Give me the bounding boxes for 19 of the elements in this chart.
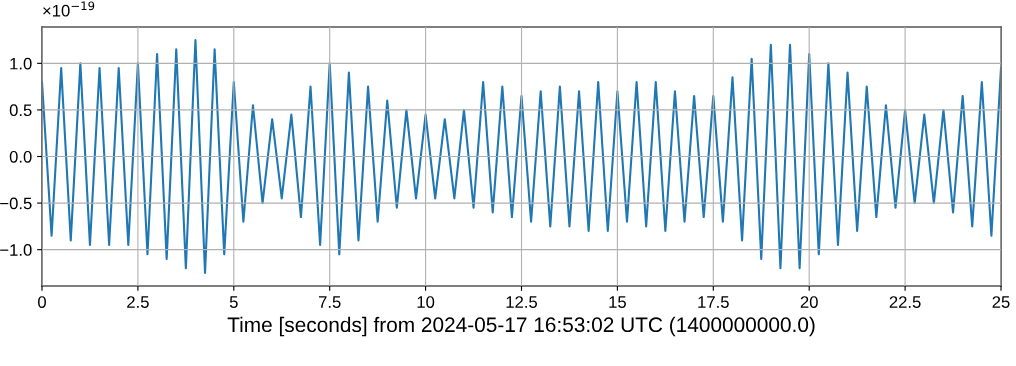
y-tick-label: 1.0 bbox=[10, 57, 32, 70]
y-tick-label: 0.5 bbox=[9, 104, 32, 117]
x-tick-label: 15 bbox=[609, 296, 626, 308]
y-tick-label: 0.0 bbox=[9, 150, 32, 163]
x-tick-label: 2.5 bbox=[127, 296, 149, 308]
text: ×10$^{−19}$ bbox=[43, 1, 95, 17]
x-tick-label: 5 bbox=[229, 296, 238, 308]
y-tick-label: −0.5 bbox=[0, 197, 32, 210]
x-tick-label: 10 bbox=[417, 296, 435, 308]
x-axis-title: Time [seconds] from 2024-05-17 16:53:02 UTC (1400000000.0) bbox=[227, 316, 815, 337]
line-series bbox=[42, 39, 1001, 274]
x-tick-label: 12.5 bbox=[506, 296, 538, 308]
y-tick-label: −1.0 bbox=[0, 244, 32, 256]
x-tick-label: 0 bbox=[38, 296, 46, 308]
x-tick-label: 20 bbox=[800, 296, 818, 308]
x-tick-label: 7.5 bbox=[318, 296, 341, 308]
x-tick-label: 22.5 bbox=[889, 296, 921, 308]
x-tick-label: 17.5 bbox=[698, 296, 729, 308]
x-tick-label: 25 bbox=[992, 296, 1010, 308]
